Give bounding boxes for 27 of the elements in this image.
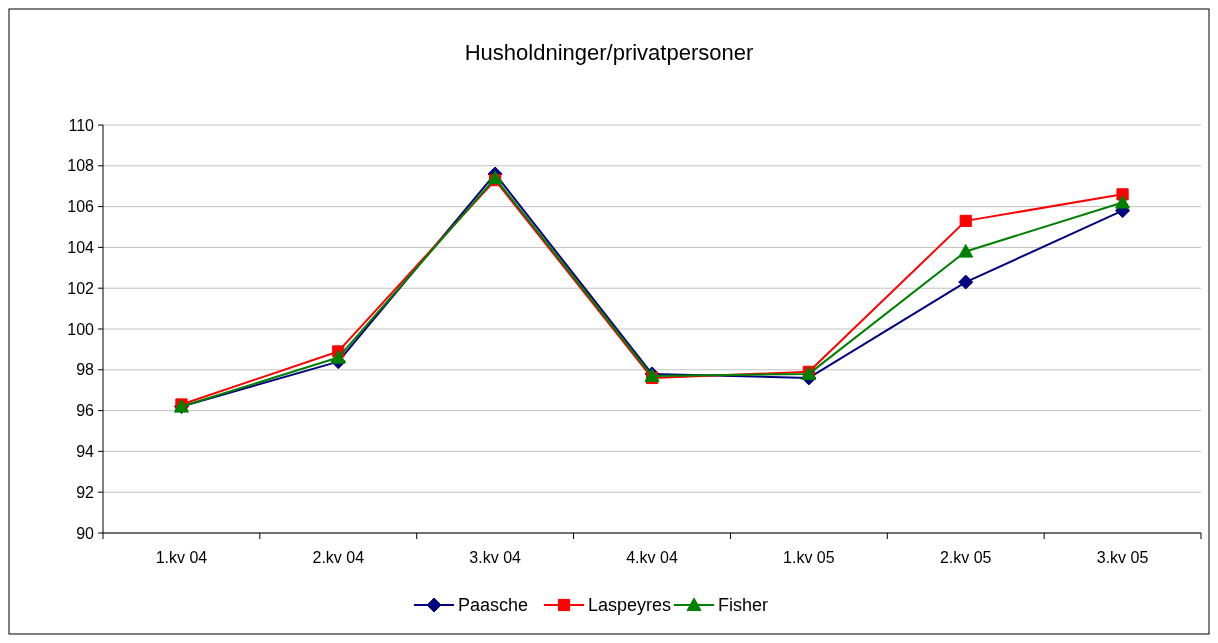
y-tick-label: 96 [76,402,95,420]
y-tick-label: 106 [67,198,95,216]
point [958,274,974,290]
y-tick-label: 94 [76,443,95,460]
y-tick-label: 90 [76,524,95,542]
point [1115,195,1131,209]
point [958,243,974,258]
legend-label: Paasche [458,595,529,616]
chart-title: Husholdninger/privatpersoner [464,40,754,65]
x-tick-label: 4.kv 04 [626,549,678,566]
y-tick-label: 100 [67,320,95,338]
x-tick-label: 3.kv 05 [1096,549,1149,566]
point [959,214,972,227]
x-tick-label: 1.kv 05 [783,549,835,566]
x-tick-label: 1.kv 04 [155,549,208,566]
y-tick-label: 110 [68,116,95,134]
y-tick-label: 98 [76,361,95,379]
legend-label: Fisher [718,595,769,616]
y-tick-label: 108 [67,157,95,175]
y-tick-label: 102 [67,279,95,297]
x-tick-label: 3.kv 04 [469,549,522,566]
y-tick-label: 92 [76,483,95,501]
x-tick-label: 2.kv 04 [312,549,365,566]
point [330,350,346,364]
legend-label: Laspeyres [588,595,672,616]
x-tick-label: 2.kv 05 [939,549,992,566]
y-tick-label: 104 [67,239,95,256]
